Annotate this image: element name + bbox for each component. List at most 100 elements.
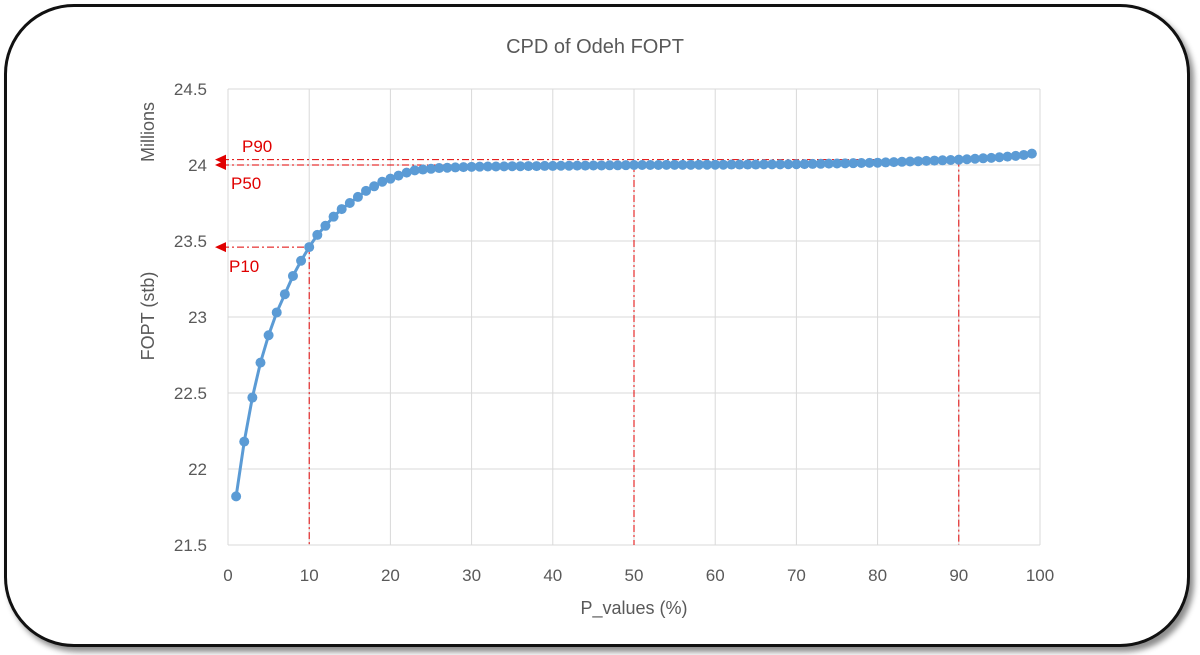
x-axis-label: P_values (%)	[580, 598, 687, 619]
data-point	[328, 211, 339, 222]
data-point	[417, 164, 428, 175]
data-point	[271, 307, 282, 318]
x-tick-label: 100	[1026, 566, 1054, 585]
reference-arrow-p90	[215, 154, 226, 165]
data-point	[945, 154, 956, 165]
data-point	[304, 242, 315, 253]
data-point	[734, 159, 745, 170]
data-point	[986, 152, 997, 163]
data-point	[629, 160, 639, 170]
data-point	[856, 158, 867, 169]
data-point	[344, 198, 355, 208]
data-point	[572, 160, 583, 171]
data-point	[620, 160, 631, 171]
y-tick-label: 22	[188, 460, 207, 479]
data-point	[767, 159, 778, 170]
data-point	[864, 157, 875, 168]
data-point	[490, 161, 501, 172]
data-point	[888, 157, 899, 168]
data-point	[564, 160, 575, 171]
y-tick-label: 23.5	[174, 232, 207, 251]
data-point	[1002, 151, 1013, 162]
data-point	[677, 159, 688, 170]
data-point	[848, 158, 859, 169]
reference-label-p10: P10	[229, 257, 259, 276]
data-point	[661, 159, 672, 170]
data-point	[807, 158, 818, 169]
data-point	[896, 156, 907, 167]
data-point	[702, 159, 713, 170]
data-point	[669, 159, 680, 170]
data-point	[653, 160, 664, 170]
y-axis-label: FOPT (stb)	[138, 272, 158, 361]
data-point	[1026, 148, 1037, 159]
data-point	[953, 154, 964, 165]
data-point	[385, 173, 396, 184]
data-point	[685, 159, 696, 170]
data-point	[352, 191, 363, 202]
data-point	[426, 163, 436, 174]
x-tick-label: 30	[462, 566, 481, 585]
data-point	[840, 158, 851, 169]
y-tick-label: 24.5	[174, 80, 207, 99]
x-tick-label: 60	[706, 566, 725, 585]
data-point	[409, 165, 420, 176]
data-point	[937, 155, 948, 166]
x-tick-label: 0	[223, 566, 232, 585]
data-point	[580, 160, 591, 171]
data-point	[547, 160, 558, 171]
data-point	[393, 170, 404, 181]
data-point	[555, 160, 566, 171]
data-point	[312, 229, 323, 240]
data-point	[775, 159, 786, 170]
data-point	[905, 156, 916, 167]
data-point	[442, 162, 453, 173]
data-point	[726, 159, 737, 170]
data-point	[247, 392, 258, 403]
data-point	[474, 161, 485, 172]
data-point	[434, 163, 445, 174]
data-point	[645, 160, 656, 170]
data-point	[482, 161, 493, 172]
data-point	[336, 204, 347, 215]
data-point	[401, 167, 412, 178]
data-point	[239, 436, 250, 447]
data-point	[913, 156, 924, 167]
x-tick-label: 20	[381, 566, 400, 585]
data-point	[539, 160, 550, 171]
data-point	[499, 161, 510, 172]
data-point	[450, 162, 461, 173]
chart-title: CPD of Odeh FOPT	[506, 36, 684, 58]
data-point	[612, 160, 623, 171]
data-point	[750, 159, 761, 170]
series-layer	[231, 148, 1037, 502]
data-point	[231, 491, 242, 502]
data-point	[588, 160, 599, 171]
data-point	[783, 159, 794, 170]
data-point	[693, 159, 704, 170]
data-point	[507, 161, 518, 172]
data-point	[1018, 149, 1029, 160]
data-point	[872, 157, 883, 168]
data-point	[815, 158, 826, 169]
reference-arrow-p10	[215, 242, 226, 253]
data-point	[279, 289, 290, 300]
data-point	[978, 153, 989, 164]
x-tick-label: 50	[625, 566, 644, 585]
data-point	[377, 176, 388, 187]
data-point	[604, 160, 615, 171]
data-point	[970, 153, 981, 164]
y-tick-label: 21.5	[174, 536, 207, 555]
data-point	[799, 159, 810, 170]
data-point	[994, 152, 1005, 163]
reference-label-p50: P50	[231, 174, 261, 193]
data-point	[287, 270, 298, 281]
data-point	[369, 181, 380, 192]
data-point	[637, 160, 648, 170]
y-tick-label: 22.5	[174, 384, 207, 403]
x-tick-label: 40	[543, 566, 562, 585]
data-point	[823, 158, 834, 169]
data-point	[296, 255, 307, 266]
x-tick-label: 10	[300, 566, 319, 585]
